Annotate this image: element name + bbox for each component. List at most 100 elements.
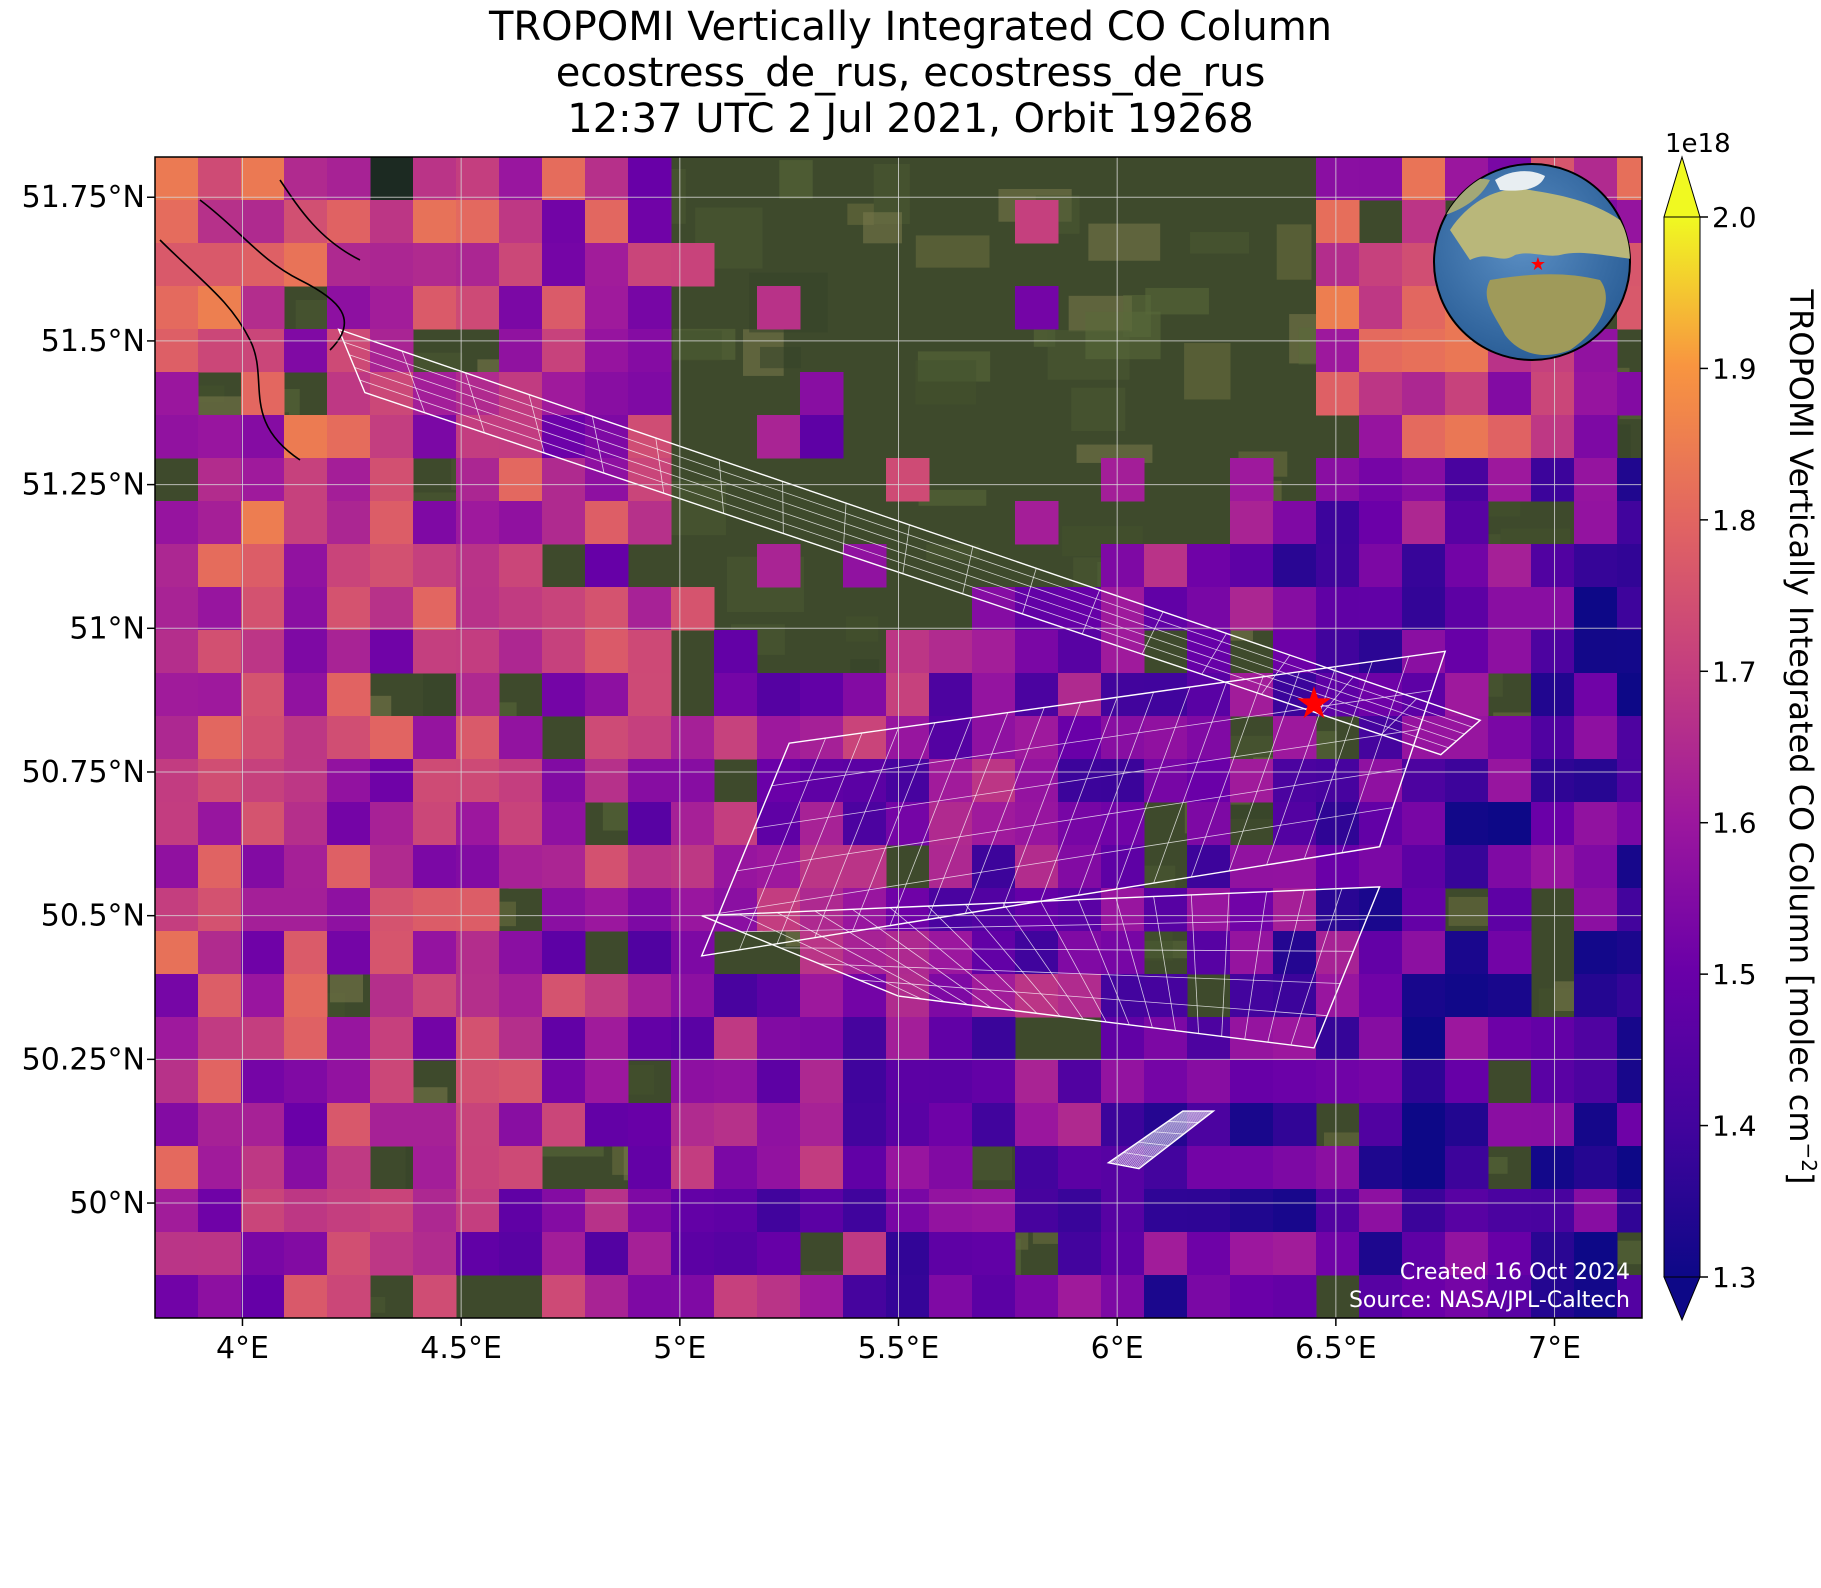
- co-pixel: [542, 501, 586, 545]
- co-pixel: [284, 716, 328, 760]
- co-pixel: [1574, 1189, 1618, 1233]
- co-pixel: [198, 415, 242, 459]
- co-pixel: [1574, 845, 1618, 889]
- co-pixel: [1359, 544, 1403, 588]
- co-pixel: [929, 1103, 973, 1147]
- co-pixel: [1101, 931, 1145, 975]
- co-pixel: [1101, 888, 1145, 932]
- co-pixel: [499, 845, 543, 889]
- co-pixel: [886, 1146, 930, 1190]
- co-pixel: [843, 931, 887, 975]
- co-pixel: [1101, 1232, 1145, 1276]
- co-pixel: [499, 974, 543, 1018]
- co-pixel: [413, 888, 457, 932]
- co-pixel: [1015, 1103, 1059, 1147]
- co-pixel: [1617, 1146, 1642, 1190]
- co-pixel: [1359, 415, 1403, 459]
- co-pixel: [499, 329, 543, 373]
- co-pixel: [241, 587, 285, 631]
- co-pixel: [671, 1232, 715, 1276]
- co-pixel: [1531, 1189, 1575, 1233]
- co-pixel: [1445, 501, 1489, 545]
- co-pixel: [1617, 1275, 1642, 1318]
- co-pixel: [413, 1017, 457, 1061]
- co-pixel: [843, 759, 887, 803]
- co-pixel: [1488, 630, 1532, 674]
- co-pixel: [757, 1189, 801, 1233]
- co-pixel: [1101, 1060, 1145, 1104]
- co-pixel: [1273, 1275, 1317, 1318]
- footprint-mesh-line: [1115, 898, 1153, 1028]
- co-pixel: [1316, 759, 1360, 803]
- co-pixel: [155, 802, 199, 846]
- co-pixel: [585, 630, 629, 674]
- co-pixel: [843, 1232, 887, 1276]
- co-pixel: [155, 845, 199, 889]
- co-pixel: [1617, 1060, 1642, 1104]
- co-pixel: [800, 716, 844, 760]
- co-pixel: [1488, 716, 1532, 760]
- co-pixel: [198, 1146, 242, 1190]
- footprint-mesh-line: [1320, 676, 1354, 715]
- co-pixel: [370, 845, 414, 889]
- co-pixel: [456, 802, 500, 846]
- footprint-mesh-line: [1126, 1110, 1202, 1167]
- co-pixel: [1058, 802, 1102, 846]
- co-pixel: [327, 157, 371, 201]
- co-pixel: [327, 802, 371, 846]
- co-pixel: [542, 1189, 586, 1233]
- co-pixel: [155, 1060, 199, 1104]
- co-pixel: [1187, 1017, 1231, 1061]
- co-pixel: [929, 1146, 973, 1190]
- co-pixel: [370, 759, 414, 803]
- co-pixel: [1488, 372, 1532, 416]
- co-pixel: [1230, 1275, 1274, 1318]
- footprint-swath: [1106, 1110, 1216, 1170]
- colorbar-tick-label: 1.5: [1712, 958, 1757, 991]
- co-pixel: [714, 716, 758, 760]
- co-pixel: [1144, 888, 1188, 932]
- co-pixel: [542, 1060, 586, 1104]
- co-pixel: [1316, 974, 1360, 1018]
- co-pixel: [1230, 501, 1274, 545]
- co-pixel: [585, 1232, 629, 1276]
- co-pixel: [1359, 630, 1403, 674]
- co-pixel: [1015, 716, 1059, 760]
- co-pixel: [327, 501, 371, 545]
- co-pixel: [456, 1060, 500, 1104]
- co-pixel: [542, 286, 586, 330]
- co-pixel: [972, 888, 1016, 932]
- co-pixel: [1574, 802, 1618, 846]
- colorbar-tick-label: 1.8: [1712, 504, 1757, 537]
- co-pixel: [1445, 759, 1489, 803]
- co-pixel: [499, 286, 543, 330]
- co-pixel: [800, 1017, 844, 1061]
- colorbar-tick-label: 2.0: [1712, 201, 1757, 234]
- co-pixel: [1359, 329, 1403, 373]
- co-pixel: [1015, 673, 1059, 717]
- co-pixel: [671, 1103, 715, 1147]
- co-pixel: [284, 1189, 328, 1233]
- co-pixel: [284, 501, 328, 545]
- co-pixel: [1488, 458, 1532, 502]
- co-pixel: [284, 243, 328, 287]
- co-pixel: [1531, 587, 1575, 631]
- co-pixel: [671, 802, 715, 846]
- co-pixel: [370, 1232, 414, 1276]
- lat-tick-label: 50.5°N: [41, 899, 145, 934]
- co-pixel: [972, 759, 1016, 803]
- co-pixel: [198, 759, 242, 803]
- colorbar-tick-label: 1.9: [1712, 352, 1757, 385]
- co-pixel: [1230, 673, 1274, 717]
- colorbar-tick-label: 1.4: [1712, 1110, 1757, 1143]
- co-pixel: [757, 1232, 801, 1276]
- co-pixel: [1101, 716, 1145, 760]
- co-pixel-layer: [155, 157, 1642, 1318]
- co-pixel: [1058, 1103, 1102, 1147]
- co-pixel: [1273, 544, 1317, 588]
- lon-tick-labels: 4°E 4.5°E 5°E 5.5°E 6°E 6.5°E 7°E: [216, 1318, 1581, 1366]
- co-pixel: [284, 415, 328, 459]
- co-pixel: [843, 1103, 887, 1147]
- co-pixel: [886, 1103, 930, 1147]
- footprint-mesh-line: [591, 416, 605, 474]
